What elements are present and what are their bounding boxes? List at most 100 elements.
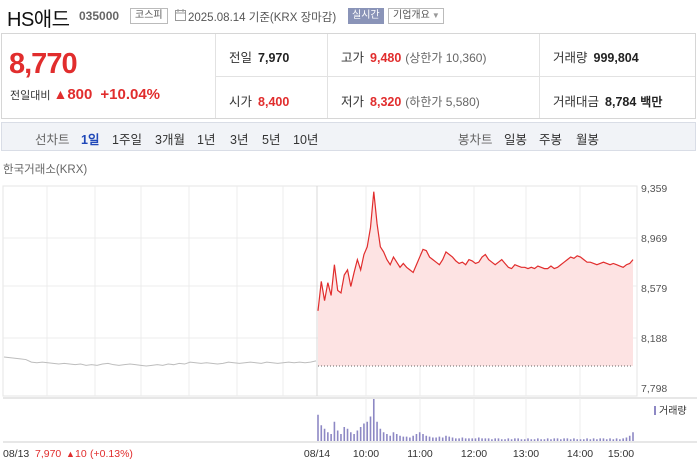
- volume-bar: [576, 439, 579, 441]
- volume-bar: [379, 428, 382, 441]
- volume-bar: [491, 439, 493, 441]
- period-1d-button[interactable]: 1일: [81, 133, 100, 147]
- volume-legend-swatch: [654, 406, 656, 415]
- volume-bar: [556, 438, 559, 441]
- volume-bar: [609, 438, 611, 441]
- y-tick-label: 8,969: [641, 233, 667, 245]
- amount-cell: 거래대금 8,784 백만: [553, 91, 662, 110]
- period-3m-button[interactable]: 3개월: [155, 133, 185, 147]
- low-label: 저가: [341, 95, 365, 109]
- up-triangle-icon: ▲: [53, 86, 68, 102]
- volume-label: 거래량: [553, 51, 588, 65]
- volume-bar: [451, 437, 454, 441]
- price-chart[interactable]: 9,359 8,969 8,579 8,188 7,798 08/14 10:00 11:0…: [0, 152, 697, 472]
- prev-close-cell: 전일 7,970: [229, 47, 289, 66]
- volume-bar: [540, 439, 542, 441]
- volume-bar: [330, 434, 332, 441]
- volume-bar: [632, 432, 634, 441]
- amount-value: 8,784: [605, 95, 637, 109]
- volume-bar: [353, 434, 355, 441]
- amount-unit: 백만: [640, 95, 663, 109]
- volume-bar: [573, 438, 575, 441]
- volume-bar: [327, 432, 329, 441]
- volume-bar: [605, 439, 608, 441]
- volume-bar: [527, 438, 529, 441]
- chevron-down-icon: ▼: [431, 11, 440, 20]
- chart-source-label: 한국거래소(KRX): [3, 163, 87, 176]
- volume-bar: [550, 439, 552, 441]
- volume-bar: [317, 414, 319, 441]
- volume-bar: [438, 436, 441, 441]
- prev-info-arrow: ▲: [66, 449, 75, 459]
- volume-bar: [537, 438, 539, 441]
- divider: [215, 34, 216, 118]
- x-tick-label: 08/14: [304, 448, 330, 460]
- volume-bar: [369, 416, 372, 441]
- volume-bar: [517, 438, 519, 441]
- y-tick-label: 8,188: [641, 333, 667, 345]
- y-tick-label: 8,579: [641, 283, 667, 295]
- volume-bar: [500, 439, 503, 441]
- volume-bar: [579, 439, 582, 441]
- low-value: 8,320: [370, 95, 402, 109]
- volume-bar: [596, 439, 598, 441]
- volume-bar: [432, 437, 434, 441]
- volume-bar: [612, 439, 615, 441]
- period-5y-button[interactable]: 5년: [262, 133, 281, 147]
- open-label: 시가: [229, 95, 253, 109]
- volume-bar: [359, 427, 362, 441]
- today-area-fill: [318, 191, 633, 366]
- calendar-icon: [175, 9, 186, 21]
- volume-bar: [464, 438, 467, 441]
- volume-bars: [317, 399, 634, 441]
- amount-label: 거래대금: [553, 95, 600, 109]
- period-3y-button[interactable]: 3년: [230, 133, 249, 147]
- candle-chart-label: 봉차트: [458, 133, 493, 147]
- high-value: 9,480: [370, 51, 402, 65]
- volume-bar: [343, 427, 346, 441]
- period-10y-button[interactable]: 10년: [293, 133, 319, 147]
- today-fill-group: [318, 191, 633, 367]
- monthly-candle-button[interactable]: 월봉: [576, 133, 600, 147]
- weekly-candle-button[interactable]: 주봉: [539, 133, 563, 147]
- change-row: 전일대비 ▲800 +10.04%: [10, 86, 160, 103]
- volume-bar: [543, 439, 546, 441]
- volume-bar: [533, 439, 536, 441]
- volume-bar: [392, 432, 395, 441]
- volume-bar: [399, 435, 401, 441]
- volume-bar: [363, 423, 365, 441]
- period-1y-button[interactable]: 1년: [197, 133, 216, 147]
- series-group: [3, 191, 634, 367]
- volume-bar: [418, 432, 421, 441]
- x-tick-label: 12:00: [461, 448, 487, 460]
- volume-bar: [569, 439, 572, 441]
- change-label: 전일대비: [10, 90, 51, 102]
- realtime-button[interactable]: 실시간: [348, 8, 384, 24]
- volume-bar: [586, 438, 588, 441]
- market-badge: 코스피: [130, 8, 168, 24]
- volume-bar: [412, 435, 414, 441]
- company-overview-dropdown[interactable]: 기업개요 ▼: [388, 8, 444, 24]
- volume-bar: [405, 436, 408, 441]
- volume-bar: [340, 434, 342, 441]
- daily-candle-button[interactable]: 일봉: [504, 133, 528, 147]
- volume-bar: [386, 434, 388, 441]
- y-axis-ticks: 9,359 8,969 8,579 8,188 7,798: [641, 183, 667, 395]
- volume-bar: [628, 435, 631, 441]
- x-left-date: 08/13: [3, 448, 29, 460]
- change-percent: +10.04%: [100, 86, 161, 103]
- volume-bar: [546, 438, 549, 441]
- volume-value: 999,804: [593, 51, 639, 65]
- volume-bar: [566, 438, 569, 441]
- line-chart-label: 선차트: [35, 133, 70, 147]
- change-value: 800: [67, 86, 93, 103]
- volume-bar: [619, 439, 621, 441]
- volume-bar: [530, 439, 533, 441]
- volume-bar: [582, 439, 585, 441]
- volume-bar: [389, 435, 391, 441]
- volume-bar: [323, 428, 326, 441]
- open-value: 8,400: [258, 95, 290, 109]
- volume-bar: [523, 439, 526, 441]
- period-1w-button[interactable]: 1주일: [112, 133, 142, 147]
- volume-bar: [563, 438, 565, 441]
